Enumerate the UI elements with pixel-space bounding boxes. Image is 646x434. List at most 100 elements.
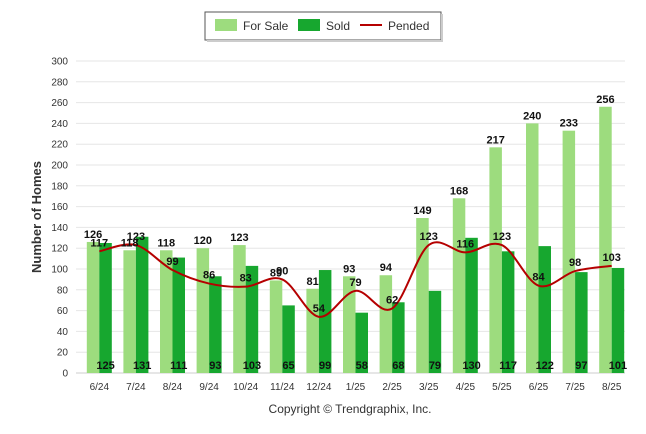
data-label-for-sale: 233: [560, 118, 578, 130]
copyright: Copyright © Trendgraphix, Inc.: [269, 402, 432, 416]
legend[interactable]: For Sale Sold Pended: [204, 11, 443, 42]
data-label-for-sale: 240: [523, 110, 541, 122]
x-tick-label: 7/24: [126, 382, 146, 393]
data-label-sold: 117: [499, 360, 517, 372]
y-tick-label: 220: [51, 140, 68, 151]
x-tick-label: 8/25: [602, 382, 622, 393]
y-tick-label: 200: [51, 161, 68, 172]
bar-for-sale: [306, 288, 319, 373]
data-label-sold: 122: [536, 360, 554, 372]
data-label-sold: 99: [319, 360, 331, 372]
bar-for-sale: [379, 275, 393, 373]
data-labels: 126 125 118 131 118 111 120 93 123 103 89 65 81 99 93 5…: [84, 94, 627, 372]
legend-shadow: [441, 14, 443, 42]
data-label-pended: 90: [276, 265, 288, 277]
bar-for-sale: [489, 147, 502, 373]
legend-swatch-sold: [298, 19, 320, 31]
data-label-sold: 125: [96, 360, 114, 372]
y-axis-title: Number of Homes: [29, 161, 44, 273]
y-tick-label: 300: [51, 57, 68, 68]
data-label-for-sale: 217: [486, 134, 504, 146]
bar-for-sale: [123, 250, 136, 373]
data-label-pended: 79: [349, 277, 361, 289]
x-tick-label: 6/24: [90, 382, 110, 393]
data-label-pended: 123: [420, 231, 438, 243]
data-label-pended: 86: [203, 270, 215, 282]
x-tick-labels: 6/24 7/24 8/24 9/24 10/24 11/24 12/24 1/25 2/25 3…: [90, 382, 622, 393]
bar-sold: [172, 257, 185, 373]
x-tick-label: 5/25: [492, 382, 512, 393]
bar-sold: [501, 251, 515, 373]
data-label-sold: 131: [133, 360, 151, 372]
data-label-for-sale: 93: [343, 263, 355, 275]
bar-sold: [282, 305, 295, 373]
data-label-for-sale: 126: [84, 229, 102, 241]
bar-for-sale: [562, 130, 576, 373]
legend-swatch-for-sale: [215, 19, 237, 31]
data-label-pended: 62: [386, 295, 398, 307]
y-tick-label: 180: [51, 181, 68, 192]
bar-for-sale: [233, 245, 246, 373]
x-tick-label: 6/25: [529, 382, 549, 393]
data-label-pended: 103: [603, 252, 621, 264]
data-label-for-sale: 120: [194, 235, 212, 247]
bar-for-sale: [86, 241, 100, 373]
legend-label-sold[interactable]: Sold: [326, 19, 350, 33]
data-label-pended: 123: [127, 231, 145, 243]
y-tick-label: 0: [62, 369, 68, 380]
y-tick-labels: 0 20 40 60 80 100 120 140 160 180 200 220 240 260 280 3…: [51, 57, 68, 380]
bar-sold: [209, 276, 222, 373]
bar-sold: [575, 272, 588, 373]
x-tick-label: 1/25: [346, 382, 366, 393]
x-tick-label: 11/24: [270, 382, 295, 393]
x-tick-label: 3/25: [419, 382, 439, 393]
bar-for-sale: [526, 123, 539, 374]
data-label-sold: 111: [170, 360, 187, 372]
data-label-sold: 58: [356, 360, 368, 372]
data-label-for-sale: 118: [121, 237, 139, 249]
y-tick-label: 120: [51, 244, 68, 255]
pended-line: [99, 241, 612, 318]
bar-sold: [245, 265, 259, 373]
x-tick-label: 7/25: [565, 382, 585, 393]
data-label-sold: 68: [392, 360, 404, 372]
bar-sold: [428, 290, 442, 373]
y-tick-label: 60: [57, 306, 69, 317]
bar-for-sale: [196, 248, 210, 373]
bar-for-sale: [343, 276, 356, 373]
y-tick-label: 80: [57, 285, 69, 296]
bar-for-sale: [599, 106, 612, 373]
bar-sold: [135, 236, 149, 373]
y-tick-label: 260: [51, 98, 68, 109]
data-label-sold: 101: [609, 360, 627, 372]
data-label-sold: 93: [209, 360, 221, 372]
x-tick-label: 12/24: [306, 382, 331, 393]
y-tick-label: 100: [51, 265, 68, 276]
x-tick-label: 9/24: [199, 382, 219, 393]
y-tick-label: 20: [57, 348, 69, 359]
data-label-for-sale: 118: [157, 237, 175, 249]
bar-sold: [392, 302, 405, 373]
data-label-for-sale: 149: [413, 205, 431, 217]
data-label-for-sale: 256: [596, 94, 614, 106]
data-label-pended: 123: [493, 231, 511, 243]
x-tick-label: 4/25: [456, 382, 476, 393]
bars: [86, 106, 625, 374]
y-tick-label: 40: [57, 327, 69, 338]
data-label-pended: 99: [166, 256, 178, 268]
y-tick-label: 160: [51, 202, 68, 213]
data-label-for-sale: 123: [230, 232, 248, 244]
data-label-pended: 84: [532, 272, 545, 284]
bar-sold: [611, 267, 625, 373]
data-label-pended: 98: [569, 257, 581, 269]
legend-label-for-sale[interactable]: For Sale: [243, 19, 289, 33]
data-label-pended: 83: [240, 273, 252, 285]
bar-for-sale: [160, 250, 173, 373]
pended-series-line: [99, 241, 612, 318]
legend-shadow-bottom: [207, 40, 443, 42]
bar-sold: [99, 243, 112, 373]
legend-label-pended[interactable]: Pended: [388, 19, 429, 33]
data-label-for-sale: 81: [307, 276, 319, 288]
y-tick-label: 240: [51, 119, 68, 130]
